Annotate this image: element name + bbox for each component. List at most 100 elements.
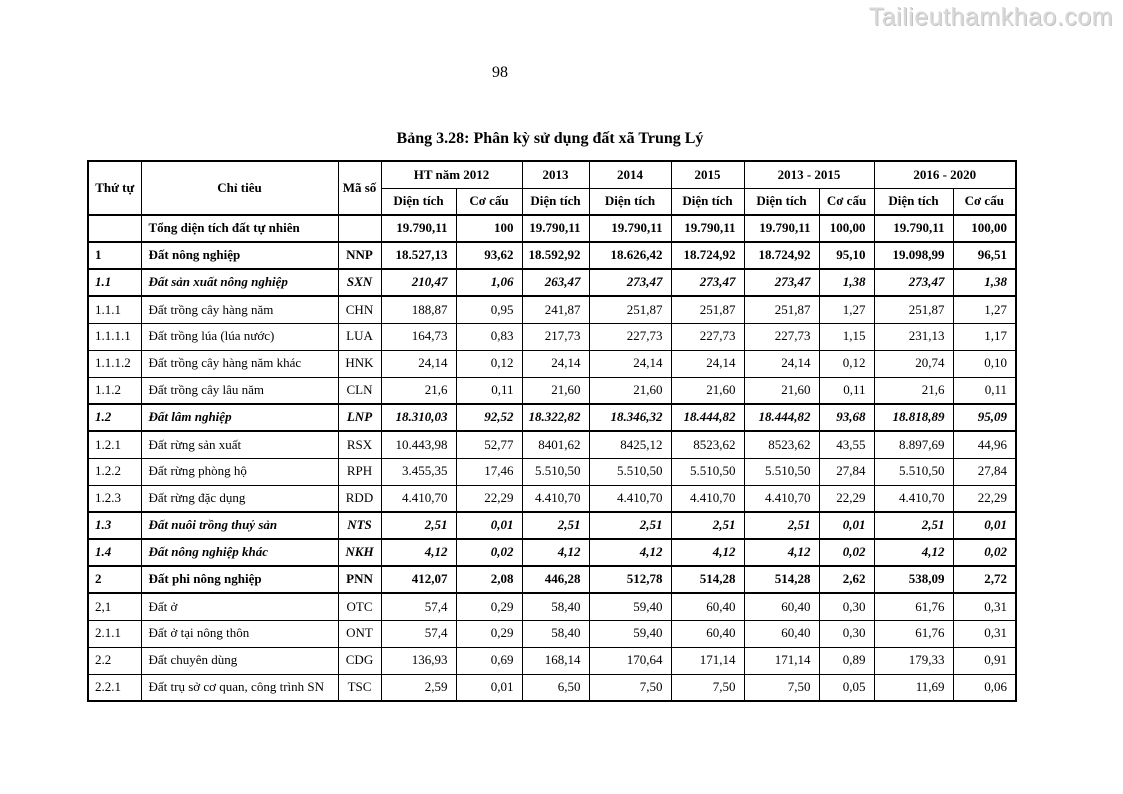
row-value-cell: 251,87 (670, 295, 745, 324)
row-value-cell: 19.790,11 (380, 214, 457, 243)
row-value-cell: 273,47 (670, 268, 745, 297)
row-value-cell: 263,47 (521, 268, 590, 297)
row-value-cell: 0,29 (455, 592, 523, 621)
row-number-cell: 1.2.1 (87, 430, 142, 459)
row-value-cell: 61,76 (873, 619, 954, 648)
table-row: 2.1.1 Đất ở tại nông thôn ONT 57,4 0,29 58,40… (87, 619, 1017, 648)
row-value-cell: 2,51 (743, 511, 820, 540)
row-value-cell: 2,51 (521, 511, 590, 540)
row-value-cell: 59,40 (588, 592, 672, 621)
row-value-cell: 2,51 (380, 511, 457, 540)
row-value-cell: 251,87 (588, 295, 672, 324)
row-number-cell: 1.1.2 (87, 376, 142, 405)
row-value-cell: 2,59 (380, 673, 457, 702)
row-code-cell: PNN (337, 565, 382, 594)
row-value-cell: 4,12 (873, 538, 954, 567)
table-row: 1 Đất nông nghiệp NNP 18.527,13 93,62 18.592,… (87, 241, 1017, 270)
row-value-cell: 21,60 (670, 376, 745, 405)
table-row: 1.2.1 Đất rừng sản xuất RSX 10.443,98 52,77 8… (87, 430, 1017, 459)
row-value-cell: 27,84 (952, 457, 1017, 486)
row-label-cell: Đất nông nghiệp (140, 241, 339, 270)
row-value-cell: 4,12 (743, 538, 820, 567)
row-value-cell: 17,46 (455, 457, 523, 486)
row-number-cell: 1.2.2 (87, 457, 142, 486)
row-value-cell: 18.527,13 (380, 241, 457, 270)
row-value-cell: 21,60 (743, 376, 820, 405)
row-label-cell: Đất sản xuất nông nghiệp (140, 268, 339, 297)
subheader-co-cau-2013-2015: Cơ cấu (818, 187, 875, 216)
row-value-cell: 5.510,50 (873, 457, 954, 486)
row-value-cell: 2,72 (952, 565, 1017, 594)
table-header-row-top: Thứ tự Chỉ tiêu Mã số HT năm 2012 2013 2… (87, 160, 1017, 216)
subheader-dien-tich-2015: Diện tích (670, 187, 745, 216)
table-row: 2.2 Đất chuyên dùng CDG 136,93 0,69 168,14 170… (87, 646, 1017, 675)
row-value-cell: 0,01 (455, 673, 523, 702)
subheader-co-cau-2016-2020: Cơ cấu (952, 187, 1017, 216)
row-value-cell: 0,29 (455, 619, 523, 648)
table-title: Bảng 3.28: Phân kỳ sử dụng đất xã Trung … (396, 130, 704, 147)
row-value-cell: 7,50 (743, 673, 820, 702)
row-number-cell: 2.2.1 (87, 673, 142, 702)
row-number-cell: 1.1.1.2 (87, 349, 142, 378)
row-value-cell: 179,33 (873, 646, 954, 675)
row-value-cell: 2,08 (455, 565, 523, 594)
row-value-cell: 96,51 (952, 241, 1017, 270)
row-value-cell: 164,73 (380, 322, 457, 351)
subheader-dien-tich-2012: Diện tích (380, 187, 457, 216)
row-value-cell: 1,27 (818, 295, 875, 324)
watermark: Tailieuthamkhao.com (868, 3, 1113, 31)
row-number-cell: 1.3 (87, 511, 142, 540)
row-number-cell: 2,1 (87, 592, 142, 621)
subheader-dien-tich-2016-2020: Diện tích (873, 187, 954, 216)
row-value-cell: 57,4 (380, 619, 457, 648)
row-value-cell: 4.410,70 (670, 484, 745, 513)
row-label-cell: Đất rừng đặc dụng (140, 484, 339, 513)
row-value-cell: 24,14 (521, 349, 590, 378)
row-value-cell: 7,50 (670, 673, 745, 702)
row-value-cell: 538,09 (873, 565, 954, 594)
row-code-cell: ONT (337, 619, 382, 648)
row-value-cell: 95,09 (952, 403, 1017, 432)
row-value-cell: 273,47 (743, 268, 820, 297)
row-value-cell: 52,77 (455, 430, 523, 459)
row-label-cell: Đất ở tại nông thôn (140, 619, 339, 648)
header-group-2015: 2015 (670, 160, 745, 189)
row-value-cell: 227,73 (670, 322, 745, 351)
row-value-cell: 8.897,69 (873, 430, 954, 459)
row-code-cell: RDD (337, 484, 382, 513)
row-value-cell: 0,31 (952, 592, 1017, 621)
row-value-cell: 6,50 (521, 673, 590, 702)
row-value-cell: 3.455,35 (380, 457, 457, 486)
table-row: 1.1.1 Đất trồng cây hàng năm CHN 188,87 0,95… (87, 295, 1017, 324)
row-value-cell: 0,05 (818, 673, 875, 702)
row-value-cell: 170,64 (588, 646, 672, 675)
row-value-cell: 1,15 (818, 322, 875, 351)
row-code-cell: TSC (337, 673, 382, 702)
row-value-cell: 446,28 (521, 565, 590, 594)
header-group-2014: 2014 (588, 160, 672, 189)
row-number-cell: 2 (87, 565, 142, 594)
table-row: 2,1 Đất ở OTC 57,4 0,29 58,40 59,40 60,40 60,40 0… (87, 592, 1017, 621)
row-value-cell: 0,11 (818, 376, 875, 405)
table-row: 1.2 Đất lâm nghiệp LNP 18.310,03 92,52 18.322… (87, 403, 1017, 432)
row-value-cell: 22,29 (818, 484, 875, 513)
row-label-cell: Đất phi nông nghiệp (140, 565, 339, 594)
row-label-cell: Đất trồng cây lâu năm (140, 376, 339, 405)
header-group-2013-2015: 2013 - 2015 (743, 160, 875, 189)
row-code-cell (337, 214, 382, 243)
row-value-cell: 4,12 (521, 538, 590, 567)
table-row: 1.4 Đất nông nghiệp khác NKH 4,12 0,02 4,12 4,… (87, 538, 1017, 567)
row-value-cell: 0,01 (455, 511, 523, 540)
row-value-cell: 93,68 (818, 403, 875, 432)
row-value-cell: 21,6 (873, 376, 954, 405)
row-value-cell: 18.322,82 (521, 403, 590, 432)
row-value-cell: 4.410,70 (743, 484, 820, 513)
row-value-cell: 251,87 (873, 295, 954, 324)
row-value-cell: 2,51 (873, 511, 954, 540)
row-value-cell: 22,29 (455, 484, 523, 513)
row-code-cell: OTC (337, 592, 382, 621)
table-row: 1.1.2 Đất trồng cây lâu năm CLN 21,6 0,11 21,… (87, 376, 1017, 405)
row-value-cell: 2,51 (670, 511, 745, 540)
row-label-cell: Đất trồng cây hàng năm (140, 295, 339, 324)
row-value-cell: 92,52 (455, 403, 523, 432)
